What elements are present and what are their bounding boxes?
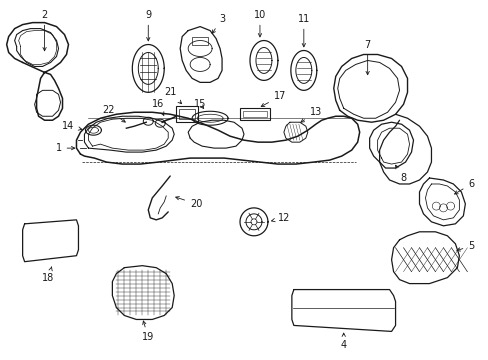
Text: 5: 5 [456,241,473,251]
Text: 11: 11 [297,14,309,47]
Text: 16: 16 [152,99,164,116]
Text: 9: 9 [145,10,151,41]
Bar [176,106,198,122]
Text: 4: 4 [340,333,346,350]
Text: 17: 17 [261,91,285,107]
Text: 13: 13 [300,107,321,122]
Bar [192,37,208,45]
Text: 10: 10 [253,10,265,37]
Text: 19: 19 [142,321,154,342]
Text: 15: 15 [194,99,206,109]
Text: 20: 20 [175,197,202,209]
Text: 6: 6 [454,179,473,194]
Text: 12: 12 [271,213,289,223]
Bar [243,111,266,117]
Text: 2: 2 [41,10,48,51]
Bar [179,109,195,119]
Text: 22: 22 [102,105,125,122]
Text: 1: 1 [55,143,75,153]
Bar [240,108,269,120]
Text: 18: 18 [42,267,55,283]
Text: 7: 7 [364,40,370,75]
Text: 3: 3 [212,14,224,33]
Text: 14: 14 [62,121,81,131]
Text: 21: 21 [163,87,181,104]
Text: 8: 8 [395,165,406,183]
